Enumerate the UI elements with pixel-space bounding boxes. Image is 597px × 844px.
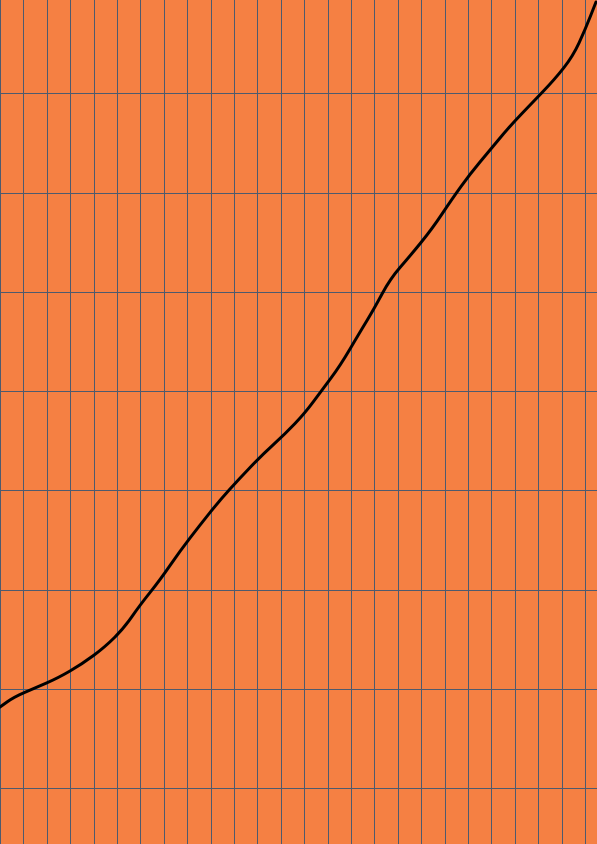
drawn-curve (0, 0, 597, 709)
